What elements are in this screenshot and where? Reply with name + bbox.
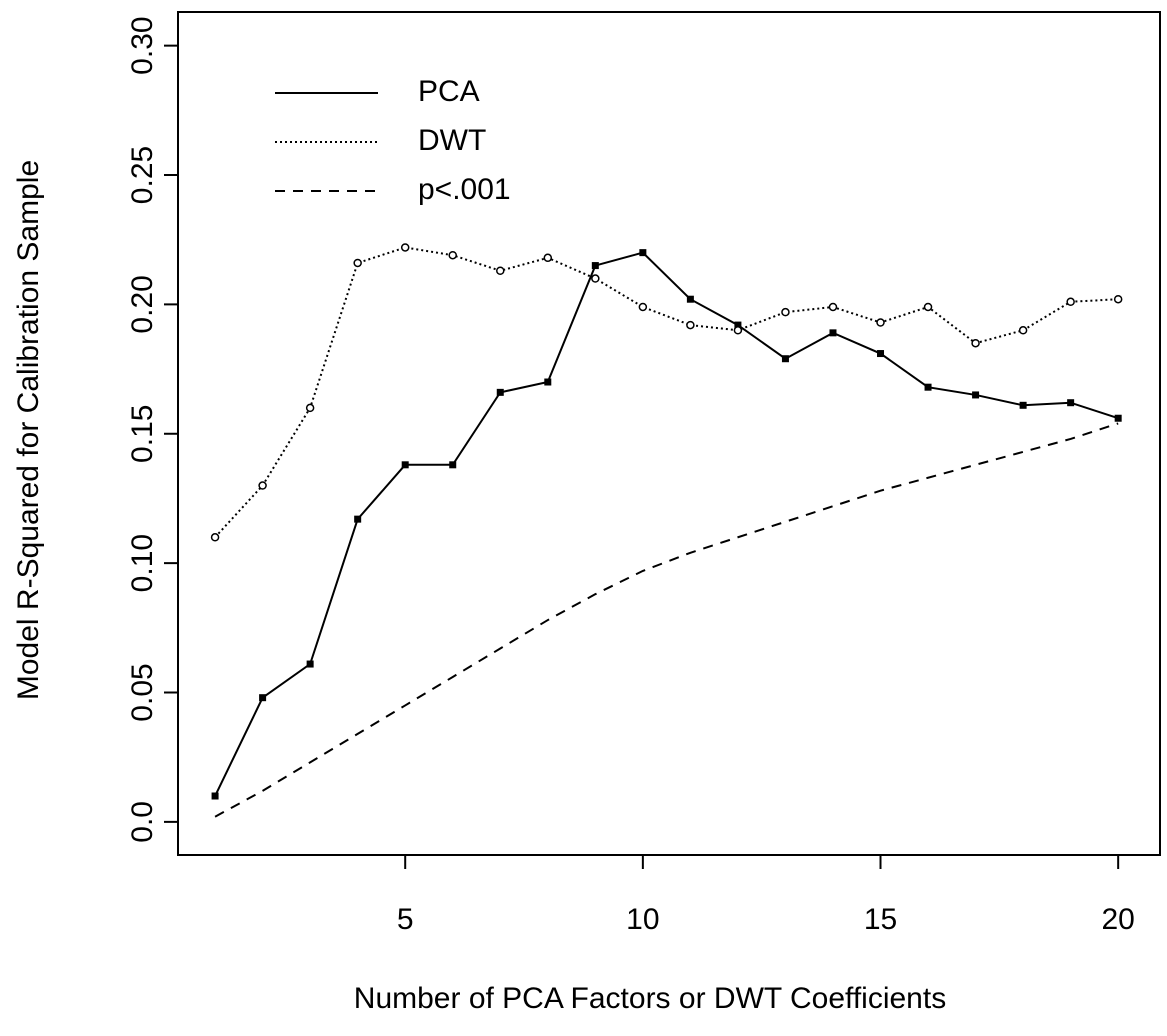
- point: [258, 481, 267, 490]
- point: [1018, 326, 1028, 335]
- series-line: [214, 246, 1119, 538]
- y-tick-label: 0.20: [126, 275, 159, 333]
- point: [686, 320, 695, 330]
- point: [1067, 399, 1075, 407]
- point: [211, 792, 219, 800]
- x-tick-label: 15: [864, 903, 897, 936]
- y-tick-label: 0.05: [126, 663, 159, 721]
- point: [353, 258, 362, 268]
- point: [544, 378, 552, 386]
- point: [401, 461, 409, 469]
- legend-label: p<.001: [418, 173, 511, 206]
- x-axis-label: Number of PCA Factors or DWT Coefficient…: [354, 982, 946, 1015]
- point: [543, 253, 553, 263]
- point: [781, 307, 790, 317]
- point: [733, 326, 743, 335]
- point: [734, 321, 742, 329]
- point: [781, 355, 789, 363]
- point: [305, 403, 315, 413]
- point: [876, 318, 885, 327]
- x-tick-label: 10: [626, 903, 659, 936]
- point: [400, 243, 410, 252]
- point: [971, 338, 980, 348]
- x-tick-label: 20: [1101, 903, 1134, 936]
- point: [638, 302, 648, 312]
- y-tick-label: 0.15: [126, 405, 159, 463]
- point: [259, 694, 267, 702]
- point: [924, 383, 932, 391]
- point: [449, 461, 457, 469]
- point: [1019, 401, 1027, 409]
- y-axis-label: Model R-Squared for Calibration Sample: [12, 160, 45, 700]
- point: [686, 295, 694, 303]
- y-tick-label: 0.25: [126, 146, 159, 204]
- point: [448, 250, 457, 260]
- legend-label: DWT: [418, 124, 486, 157]
- y-tick-label: 0.30: [126, 16, 159, 74]
- point: [877, 350, 885, 358]
- point: [306, 660, 314, 668]
- y-tick-label: 0.10: [126, 534, 159, 592]
- point: [639, 249, 647, 257]
- series-line: [214, 251, 1119, 797]
- series-line: [214, 422, 1119, 818]
- point: [496, 388, 504, 396]
- y-tick-label: 0.0: [126, 801, 159, 843]
- point: [496, 266, 505, 275]
- point: [972, 391, 980, 399]
- point: [354, 515, 362, 523]
- point: [1066, 297, 1075, 307]
- x-tick-label: 5: [397, 903, 414, 936]
- point: [210, 533, 220, 542]
- legend-label: PCA: [418, 75, 480, 108]
- point: [591, 262, 599, 270]
- point: [829, 329, 837, 337]
- plot-frame: [177, 11, 1161, 856]
- point: [828, 302, 838, 312]
- point: [1114, 414, 1122, 422]
- point: [923, 302, 933, 312]
- point: [1113, 294, 1123, 304]
- point: [591, 274, 600, 283]
